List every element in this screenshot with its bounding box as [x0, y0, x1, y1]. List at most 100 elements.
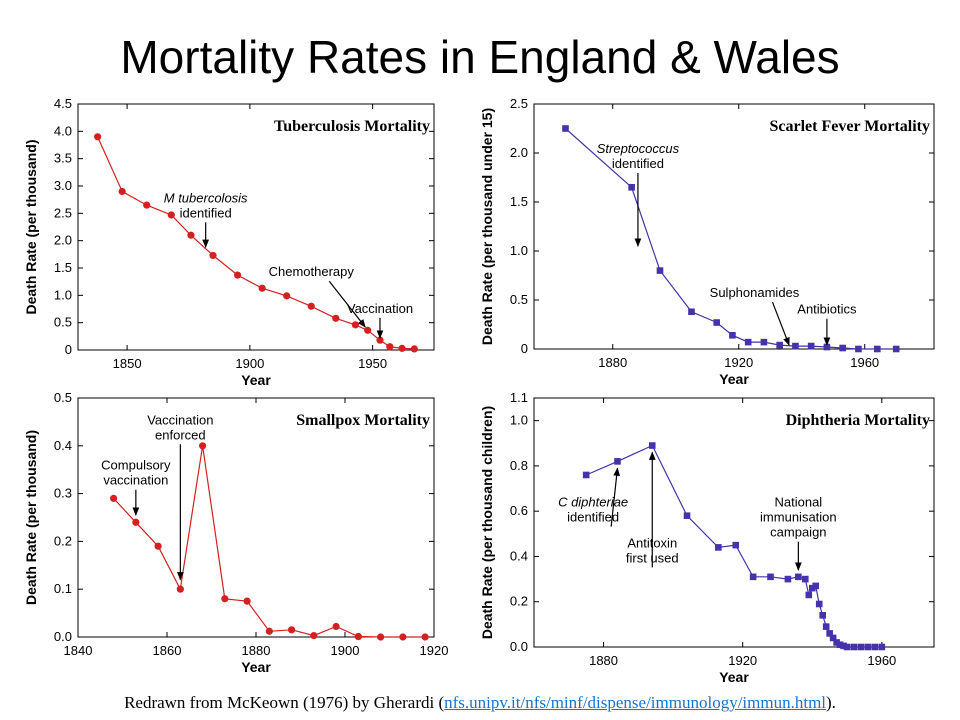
chart0-data-point — [94, 133, 102, 141]
chart1-ytick-label: 1.0 — [510, 243, 528, 258]
chart3-data-point — [784, 575, 792, 583]
chart0-data-point — [398, 344, 406, 352]
chart0-data-point — [410, 345, 418, 353]
chart1-data-point — [688, 308, 695, 316]
chart1-series-line — [565, 128, 897, 350]
chart0-ytick-label: 2.5 — [54, 205, 72, 220]
chart0-annotation-arrow — [328, 280, 366, 328]
chart3-data-point — [840, 642, 847, 650]
chart2-data-point — [310, 631, 318, 640]
chart1-xtick-label: 1920 — [724, 355, 753, 370]
chart3-ylabel: Death Rate (per thousand children) — [479, 406, 495, 639]
chart2-data-point — [110, 494, 118, 502]
chart3-annotation-line: immunisation — [760, 510, 837, 525]
chart2-ylabel: Death Rate (per thousand) — [23, 430, 39, 605]
chart2-data-point — [176, 585, 184, 593]
chart2-ytick-label: 0.1 — [54, 581, 72, 596]
chart0-ytick-label: 0 — [65, 342, 72, 357]
chart0-ytick-label: 4.0 — [54, 123, 72, 138]
chart2-annotation-line: Compulsory — [101, 458, 171, 473]
chart1-data-point — [562, 125, 569, 132]
chart2-data-point — [154, 542, 162, 550]
chart2-data-point — [288, 626, 296, 634]
chart0-annotation-1: Chemotherapy — [269, 264, 355, 279]
chart2-data-point — [421, 633, 429, 641]
chart0-data-point — [143, 201, 151, 209]
chart3-data-point — [582, 471, 590, 479]
chart3-annotation-line: campaign — [770, 525, 826, 540]
chart1-annotation-arrow — [771, 301, 790, 346]
chart0-data-point — [187, 231, 195, 239]
chart1-data-point — [807, 342, 815, 350]
chart1-data-point — [744, 338, 752, 346]
chart2-xtick-label: 1860 — [153, 643, 182, 658]
chart2-xtick-label: 1920 — [420, 643, 449, 658]
chart3-annotation-2: National immunisation campaign — [760, 495, 837, 540]
chart2-xtick-label: 1900 — [331, 643, 360, 658]
chart0-data-point — [209, 251, 217, 260]
chart0-title: Tuberculosis Mortality — [274, 118, 430, 135]
chart2-ytick-label: 0.3 — [54, 486, 72, 501]
chart2-annotation-0: Compulsory vaccination — [101, 458, 171, 488]
source-link[interactable]: nfs.unipv.it/nfs/minf/dispense/immunolog… — [444, 693, 827, 712]
chart1-data-point — [628, 184, 635, 191]
chart0-ytick-label: 0.5 — [54, 315, 72, 330]
chart0-ytick-label: 3.0 — [54, 178, 72, 193]
chart3-ytick-label: 1.1 — [510, 390, 528, 405]
chart1-xtick-label: 1880 — [598, 355, 627, 370]
chart1-annotation-line: Sulphonamides — [710, 285, 800, 300]
chart1-annotation-1: Sulphonamides — [710, 285, 800, 300]
chart3-data-point — [802, 575, 809, 583]
chart3-xtick-label: 1880 — [589, 653, 618, 668]
chart3-annotation-line: National — [774, 495, 822, 510]
chart1-annotation-line: Antibiotics — [797, 302, 857, 317]
chart3-ytick-label: 0.2 — [510, 594, 528, 609]
chart3-data-point — [864, 643, 872, 651]
chart1-plot-frame — [533, 103, 935, 350]
chart2-xlabel: Year — [241, 659, 271, 675]
chart2-ytick-label: 0.5 — [54, 390, 72, 405]
chart1-ytick-label: 1.5 — [510, 194, 528, 209]
chart2-ytick-label: 0.4 — [54, 438, 72, 453]
chart0-xlabel: Year — [241, 372, 271, 388]
chart0-data-point — [386, 343, 394, 351]
chart3-ytick-label: 0.4 — [510, 548, 528, 563]
chart1-data-point — [823, 343, 831, 351]
chart1-data-point — [839, 344, 846, 352]
chart0-annotation-0: M tubercolosis identified — [164, 190, 248, 220]
chart3-data-point — [648, 442, 656, 449]
chart3-annotation-0: C diphteriae identified — [558, 495, 628, 525]
chart2-ytick-label: 0.0 — [54, 629, 72, 644]
chart0-series-line — [97, 136, 415, 350]
chart1-annotation-line: identified — [612, 156, 664, 171]
chart3-data-point — [767, 573, 774, 581]
chart2-data-point — [377, 633, 385, 641]
chart0-annotation-line: M tubercolosis — [164, 190, 248, 205]
chart2-annotation-line: Vaccination — [147, 412, 213, 427]
chart3-ytick-label: 1.0 — [510, 413, 528, 428]
chart1-data-point — [874, 345, 881, 353]
chart1-data-point — [776, 341, 783, 349]
chart2-ytick-label: 0.2 — [54, 533, 72, 548]
page-title: Mortality Rates in England & Wales — [120, 31, 840, 83]
chart2-data-point — [265, 627, 273, 635]
chart3-data-point — [850, 643, 858, 651]
chart-scarlet-fever: 0 0.5 1.0 1.5 2.0 2.5 1880 1920 1960 Year Death Ra… — [479, 96, 935, 387]
chart2-data-point — [332, 622, 340, 631]
chart3-data-point — [812, 582, 820, 590]
chart3-data-point — [614, 458, 621, 465]
chart3-plot-frame — [533, 397, 935, 648]
chart0-ytick-label: 1.0 — [54, 287, 72, 302]
chart3-data-point — [857, 643, 865, 651]
chart3-data-point — [732, 541, 740, 549]
chart1-annotation-2: Antibiotics — [797, 302, 857, 317]
chart2-xtick-label: 1880 — [242, 643, 271, 658]
chart1-annotation-0: Streptococcus identified — [597, 141, 680, 171]
chart0-xtick-label: 1850 — [113, 356, 142, 371]
chart3-data-point — [878, 643, 886, 651]
chart3-data-point — [715, 544, 722, 551]
chart1-data-point — [792, 342, 799, 350]
chart3-annotation-line: C diphteriae — [558, 495, 628, 510]
chart0-data-point — [364, 326, 372, 334]
chart3-data-point — [836, 641, 844, 649]
